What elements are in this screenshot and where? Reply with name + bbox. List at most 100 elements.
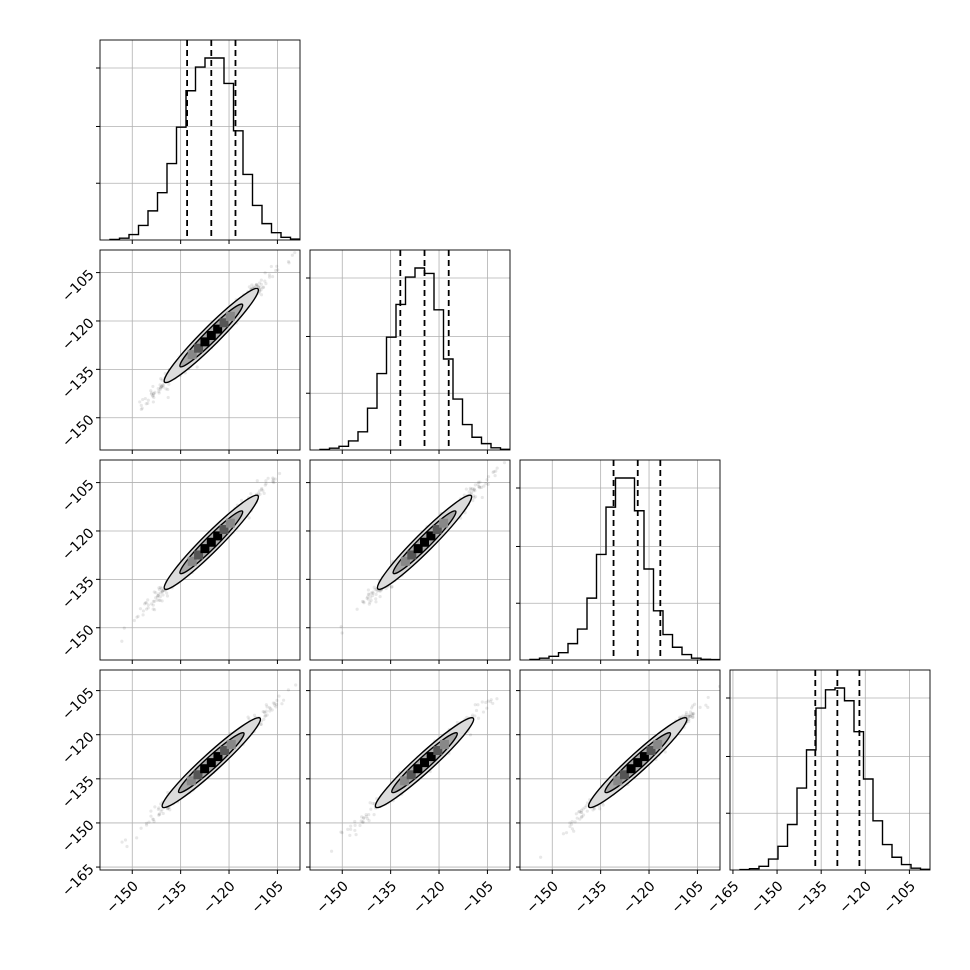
scatter-point	[539, 855, 543, 859]
scatter-point	[686, 714, 690, 718]
density-cell	[206, 537, 216, 547]
scatter-point	[132, 618, 136, 623]
panel-content	[529, 460, 720, 660]
scatter-point	[686, 715, 690, 719]
scatter-point	[473, 489, 477, 493]
scatter-point	[144, 607, 149, 611]
y-tick-label: −120	[59, 729, 98, 768]
scatter-point	[583, 805, 587, 810]
scatter-point	[153, 390, 157, 394]
panel-content	[539, 684, 720, 859]
x-tick-label: −120	[620, 878, 659, 917]
scatter-point	[477, 485, 482, 489]
scatter-point	[360, 815, 364, 819]
scatter-point	[349, 827, 353, 831]
scatter-point	[135, 615, 139, 619]
scatter-point	[704, 703, 708, 707]
scatter-point	[168, 808, 172, 812]
scatter-point	[579, 810, 583, 815]
scatter-point	[493, 474, 497, 478]
density-cell	[213, 324, 223, 334]
scatter-point	[122, 626, 126, 630]
density-cell	[420, 758, 430, 768]
scatter-point	[254, 283, 259, 287]
y-tick-label: −135	[59, 574, 98, 613]
scatter-point	[255, 479, 259, 483]
scatter-point	[277, 471, 282, 476]
scatter-point	[353, 828, 357, 833]
scatter-point	[159, 377, 163, 381]
density-cell	[413, 544, 423, 554]
scatter-point	[247, 717, 251, 721]
x-tick-label: −150	[103, 878, 142, 917]
scatter-point	[691, 704, 695, 708]
scatter-point	[362, 600, 366, 604]
scatter-point	[247, 285, 251, 289]
density-cell	[653, 739, 663, 749]
scatter-point	[239, 498, 244, 502]
x-tick-label: −105	[459, 878, 498, 917]
scatter-point	[568, 824, 572, 829]
scatter-point	[371, 590, 375, 594]
scatter-point	[139, 826, 143, 830]
scatter-point	[158, 386, 163, 390]
x-tick-label: −120	[200, 878, 239, 917]
scatter-point	[123, 838, 128, 842]
scatter-point	[464, 487, 468, 491]
y-tick-label: −105	[59, 477, 98, 516]
scatter-point	[157, 587, 162, 592]
scatter-point	[147, 820, 151, 824]
y-tick-label: −120	[59, 315, 98, 354]
scatter-point	[263, 279, 267, 283]
density-cell	[439, 518, 449, 528]
scatter-point	[477, 485, 481, 489]
scatter-point	[259, 293, 264, 297]
scatter-point	[160, 385, 164, 389]
scatter-point	[473, 703, 477, 707]
scatter-point	[471, 713, 475, 717]
scatter-point	[261, 285, 266, 289]
scatter-point	[262, 491, 266, 495]
density-cell	[200, 764, 210, 774]
scatter-point	[125, 844, 129, 849]
scatter-point	[690, 706, 694, 710]
density-cell	[213, 752, 223, 762]
scatter-point	[584, 804, 588, 808]
scatter-point	[470, 487, 474, 491]
histogram-panel-0	[96, 39, 301, 244]
scatter-point	[281, 698, 286, 702]
scatter-point	[153, 608, 157, 612]
scatter-point	[160, 808, 164, 812]
density-cell	[400, 556, 410, 566]
x-tick-label: −135	[152, 878, 191, 917]
scatter-point	[577, 810, 581, 814]
scatter-point	[346, 827, 350, 831]
scatter-point	[467, 490, 471, 494]
scatter-point	[120, 639, 124, 643]
scatter-point	[329, 849, 334, 853]
scatter-point	[354, 833, 358, 837]
scatter-point	[161, 383, 165, 387]
scatter-point	[144, 402, 148, 406]
scatter-point	[250, 283, 254, 287]
scatter-point	[485, 706, 489, 710]
density-cell	[200, 337, 210, 347]
scatter-point	[570, 827, 574, 831]
scatter-point	[601, 803, 605, 807]
scatter-point	[149, 389, 153, 393]
panel-content	[109, 40, 300, 240]
scatter-point	[359, 819, 363, 823]
scatter-point	[585, 809, 589, 813]
y-tick-label: −105	[59, 267, 98, 306]
scatter-point	[261, 709, 265, 714]
scatter-point	[157, 391, 161, 395]
scatter-point	[474, 708, 479, 713]
scatter-point	[371, 593, 375, 598]
density-cell	[633, 758, 643, 768]
scatter-point	[165, 807, 170, 811]
scatter-point	[687, 717, 691, 722]
scatter-point	[139, 403, 143, 407]
scatter-point	[246, 715, 250, 719]
scatter-point	[585, 801, 590, 805]
scatter-point	[362, 816, 366, 820]
